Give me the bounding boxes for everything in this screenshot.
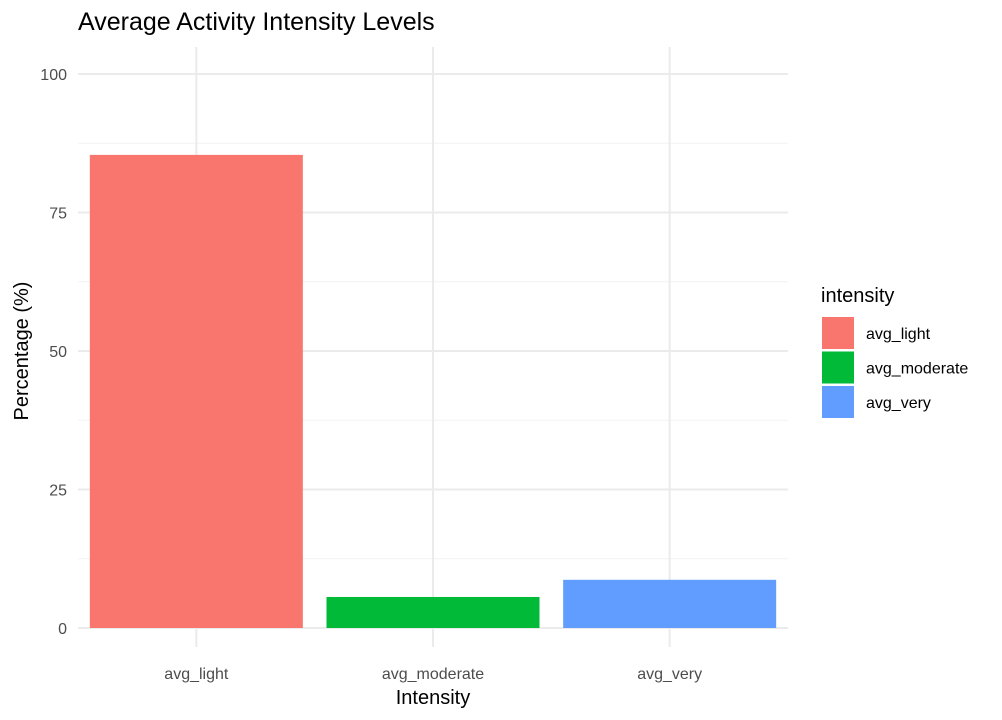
bar-avg_moderate (326, 596, 540, 628)
legend-swatch-avg_very (822, 386, 854, 418)
y-tick-label: 25 (49, 483, 67, 500)
y-axis-title: Percentage (%) (11, 282, 33, 421)
x-tick-label: avg_moderate (382, 666, 484, 683)
chart-title: Average Activity Intensity Levels (78, 8, 435, 36)
legend-swatch-avg_light (822, 317, 854, 349)
y-tick-label: 100 (40, 67, 67, 84)
x-axis-ticks: avg_light avg_moderate avg_very (164, 666, 702, 683)
y-axis-ticks: 0 25 50 75 100 (40, 67, 67, 638)
y-tick-label: 50 (49, 344, 67, 361)
x-tick-label: avg_very (637, 666, 702, 683)
bars (89, 154, 777, 628)
y-tick-label: 75 (49, 206, 67, 223)
bar-avg_light (89, 154, 303, 628)
legend-swatch-avg_moderate (822, 351, 854, 384)
legend-title: intensity (821, 285, 894, 307)
x-axis-title: Intensity (396, 687, 470, 709)
bar-avg_very (563, 579, 777, 628)
legend-label-avg_very: avg_very (866, 395, 931, 412)
legend-label-avg_light: avg_light (866, 326, 931, 343)
legend-label-avg_moderate: avg_moderate (866, 361, 968, 378)
x-tick-label: avg_light (164, 666, 229, 683)
y-tick-label: 0 (58, 621, 67, 638)
legend: intensity avg_light avg_moderate avg_very (821, 285, 968, 418)
